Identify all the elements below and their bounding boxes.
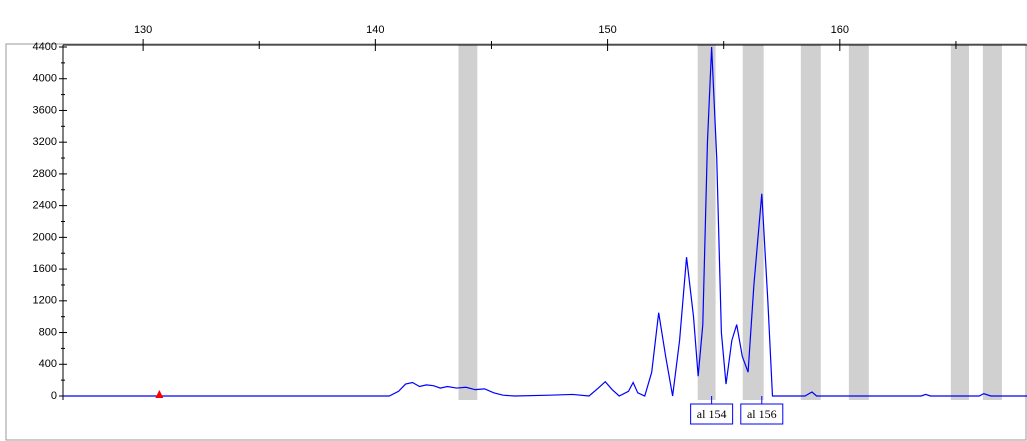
y-tick-label: 0 [51, 390, 57, 402]
background [0, 0, 1027, 441]
annotation-label: al 156 [747, 407, 777, 421]
annotation-label: al 154 [697, 407, 727, 421]
x-tick-label: 140 [366, 24, 384, 36]
bin [458, 45, 477, 400]
x-tick-label: 150 [598, 24, 616, 36]
bin [849, 45, 869, 400]
bin [743, 45, 764, 400]
y-tick-label: 1200 [33, 295, 57, 307]
y-tick-label: 4400 [33, 41, 57, 53]
y-tick-label: 2800 [33, 168, 57, 180]
y-tick-label: 3200 [33, 136, 57, 148]
chart: 1301401501600400800120016002000240028003… [0, 0, 1027, 441]
bin [983, 45, 1002, 400]
y-tick-label: 2400 [33, 200, 57, 212]
bin [801, 45, 821, 400]
y-tick-label: 2000 [33, 231, 57, 243]
bin [951, 45, 969, 400]
y-tick-label: 4000 [33, 73, 57, 85]
y-tick-label: 800 [39, 326, 57, 338]
y-tick-label: 3600 [33, 104, 57, 116]
x-tick-label: 130 [134, 24, 152, 36]
x-tick-label: 160 [831, 24, 849, 36]
y-tick-label: 1600 [33, 263, 57, 275]
y-tick-label: 400 [39, 358, 57, 370]
